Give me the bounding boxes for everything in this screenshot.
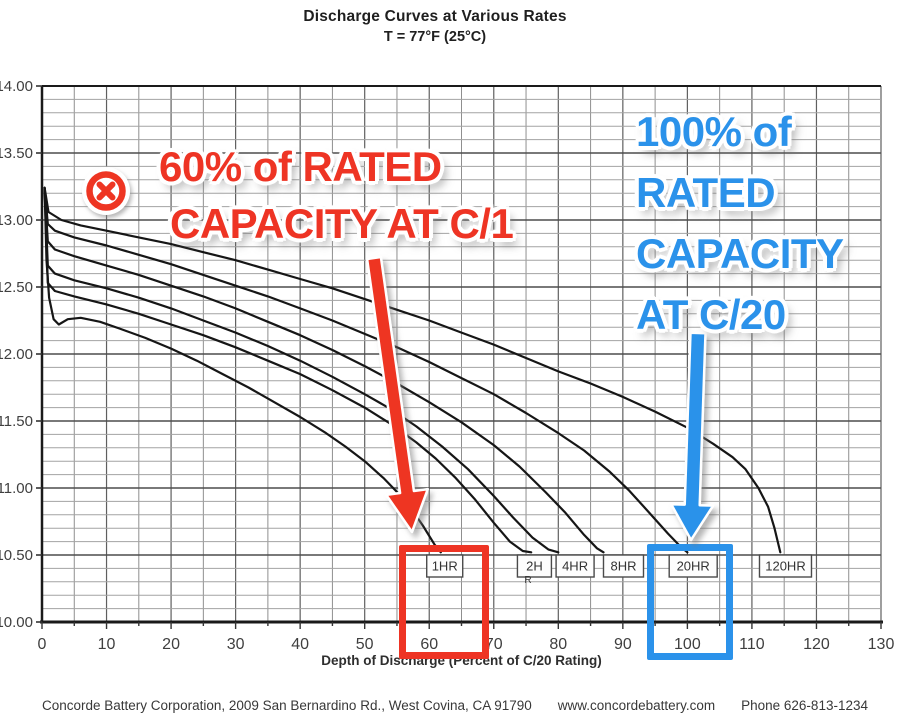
red-annotation-line-1: 60% of RATED [159, 143, 442, 190]
curve-label-box-120HR [758, 554, 813, 578]
curve-label-box-4HR [555, 554, 595, 578]
y-tick-label: 14.00 [0, 78, 33, 95]
chart-subtitle: T = 77°F (25°C) [383, 29, 487, 45]
footer-phone: Phone 626-813-1234 [741, 698, 868, 713]
tick-labels: 0 10 20 30 40 50 60 70 80 90 100 110 120 130 14.00 13.5… [0, 78, 894, 653]
chart-title: Discharge Curves at Various Rates [303, 8, 567, 25]
y-tick-label: 12.50 [0, 279, 33, 296]
x-tick-label: 30 [227, 636, 245, 653]
x-tick-label: 50 [356, 636, 374, 653]
curve-label-2H: 2H [526, 559, 543, 574]
red-highlight-rectangle-1hr [399, 545, 489, 659]
curve-label-box-2H [516, 554, 553, 578]
curve-120HR [43, 186, 782, 554]
curve-label-120HR: 120HR [765, 559, 805, 574]
curve-4HR [43, 186, 560, 554]
x-tick-label: 70 [485, 636, 503, 653]
blue-annotation-line-1: 100% of [636, 108, 792, 155]
x-tick-label: 80 [549, 636, 567, 653]
x-tick-label: 10 [98, 636, 116, 653]
curve-label-20HR: 20HR [677, 559, 710, 574]
curve-label-4HR: 4HR [562, 559, 588, 574]
curve-label-sub-2H: R [524, 575, 531, 586]
blue-annotation-line-3: CAPACITY [636, 230, 844, 277]
blue-annotation-text: 100% of RATED CAPACITY AT C/20 [636, 101, 844, 345]
blue-highlight-rectangle-20hr [647, 544, 733, 660]
curve-label-box-20HR [668, 554, 718, 578]
x-tick-label: 40 [291, 636, 309, 653]
red-cross-circle-icon [82, 167, 130, 215]
y-tick-label: 13.50 [0, 145, 33, 162]
y-tick-label: 10.50 [0, 547, 33, 564]
discharge-curves [43, 186, 782, 554]
x-tick-label: 20 [162, 636, 180, 653]
x-tick-label: 130 [868, 636, 895, 653]
x-tick-label: 0 [38, 636, 47, 653]
y-tick-label: 11.00 [0, 480, 33, 497]
y-tick-label: 13.00 [0, 212, 33, 229]
curve-8HR [43, 186, 605, 554]
curve-label-boxes: 1HR 2HR 4HR 8HR 20HR 120HR [426, 554, 813, 586]
curve-label-box-8HR [602, 554, 645, 578]
curve-label-8HR: 8HR [610, 559, 636, 574]
x-tick-label: 110 [739, 636, 765, 653]
y-tick-label: 10.00 [0, 614, 33, 631]
x-tick-label: 90 [614, 636, 632, 653]
chart-header: Discharge Curves at Various Rates T = 77… [0, 8, 870, 45]
x-tick-label: 60 [420, 636, 438, 653]
footer-address: Concorde Battery Corporation, 2009 San B… [42, 698, 532, 713]
blue-annotation-line-4: AT C/20 [636, 291, 786, 338]
y-tick-label: 12.00 [0, 346, 33, 363]
red-annotation-text: 60% of RATED CAPACITY AT C/1 [159, 138, 514, 252]
footer-website: www.concordebattery.com [557, 698, 716, 713]
x-tick-label: 120 [803, 636, 830, 653]
y-tick-label: 11.50 [0, 413, 33, 430]
curve-label-box-1HR [426, 554, 464, 578]
x-tick-label: 100 [674, 636, 701, 653]
axis-ticks [36, 85, 882, 629]
curve-label-1HR: 1HR [432, 559, 458, 574]
red-annotation-line-2: CAPACITY AT C/1 [170, 200, 514, 247]
grid-lines [42, 85, 882, 622]
footer: Concorde Battery Corporation, 2009 San B… [42, 698, 868, 713]
x-axis-label: Depth of Discharge (Percent of C/20 Rati… [321, 653, 602, 668]
blue-annotation-line-2: RATED [636, 169, 776, 216]
curve-2H [43, 186, 533, 554]
